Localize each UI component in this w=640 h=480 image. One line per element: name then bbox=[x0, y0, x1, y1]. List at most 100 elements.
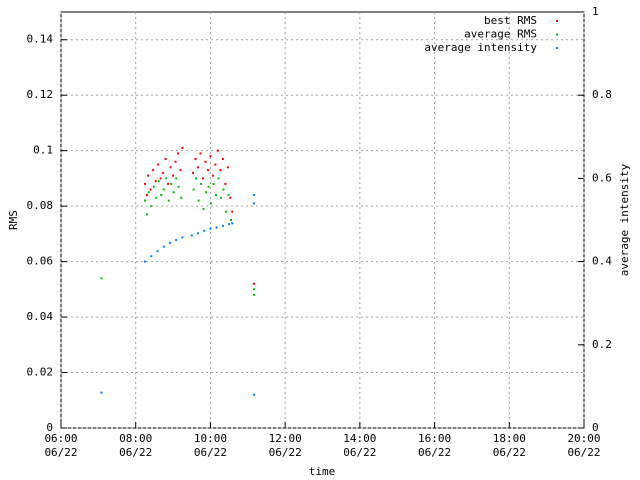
data-point bbox=[169, 166, 172, 169]
data-point bbox=[147, 174, 150, 177]
data-point bbox=[177, 152, 180, 155]
data-point bbox=[191, 171, 194, 174]
y2-tick-label: 0.2 bbox=[592, 338, 612, 351]
data-point bbox=[167, 182, 170, 185]
data-point bbox=[224, 210, 227, 213]
y2-axis-label: average intensity bbox=[618, 163, 631, 276]
legend-label: best RMS bbox=[484, 14, 537, 27]
data-point bbox=[226, 166, 229, 169]
data-point bbox=[231, 210, 234, 213]
data-point bbox=[216, 149, 219, 152]
data-point bbox=[229, 219, 232, 221]
data-point bbox=[155, 196, 158, 199]
data-point bbox=[210, 202, 213, 205]
data-point bbox=[175, 177, 178, 180]
data-point bbox=[215, 194, 218, 197]
data-point bbox=[144, 260, 147, 263]
data-point bbox=[159, 177, 162, 180]
data-point bbox=[211, 174, 214, 177]
y2-tick-label: 0.8 bbox=[592, 88, 612, 101]
x-tick-date: 06/22 bbox=[269, 446, 302, 459]
data-point bbox=[162, 171, 165, 174]
legend-label: average intensity bbox=[424, 41, 537, 54]
data-point bbox=[181, 236, 184, 239]
x-tick-label: 14:00 bbox=[343, 432, 376, 445]
data-point bbox=[197, 199, 200, 202]
data-point bbox=[190, 234, 193, 237]
x-tick-date: 06/22 bbox=[493, 446, 526, 459]
data-point bbox=[253, 393, 256, 396]
data-point bbox=[157, 180, 160, 183]
legend-label: average RMS bbox=[464, 28, 537, 41]
x-tick-label: 16:00 bbox=[418, 432, 451, 445]
data-point bbox=[205, 191, 208, 194]
data-point bbox=[227, 194, 230, 197]
data-point bbox=[217, 177, 220, 180]
data-point bbox=[167, 199, 170, 202]
data-point bbox=[164, 157, 167, 160]
data-point bbox=[202, 207, 205, 210]
data-point bbox=[149, 188, 152, 191]
legend-marker bbox=[556, 47, 558, 49]
data-point bbox=[177, 185, 180, 188]
x-tick-label: 10:00 bbox=[194, 432, 227, 445]
data-point bbox=[199, 152, 202, 155]
data-point bbox=[100, 391, 103, 394]
data-point bbox=[145, 194, 148, 197]
x-tick-date: 06/22 bbox=[418, 446, 451, 459]
x-tick-date: 06/22 bbox=[567, 446, 600, 459]
data-point bbox=[156, 250, 159, 253]
x-tick-date: 06/22 bbox=[343, 446, 376, 459]
data-point bbox=[220, 196, 223, 199]
x-tick-label: 12:00 bbox=[269, 432, 302, 445]
data-point bbox=[152, 169, 155, 172]
y2-tick-label: 0.6 bbox=[592, 171, 612, 184]
data-point bbox=[174, 160, 177, 163]
data-point bbox=[170, 182, 173, 185]
x-axis-label: time bbox=[309, 465, 336, 478]
y-tick-label: 0.06 bbox=[27, 255, 54, 268]
data-point bbox=[229, 196, 232, 199]
y-tick-label: 0.14 bbox=[27, 33, 54, 46]
data-point bbox=[196, 166, 199, 169]
x-tick-label: 18:00 bbox=[493, 432, 526, 445]
data-point bbox=[147, 191, 150, 194]
data-point bbox=[209, 227, 212, 230]
data-point bbox=[212, 182, 215, 185]
data-point bbox=[228, 223, 231, 226]
y-tick-label: 0.1 bbox=[33, 144, 53, 157]
data-point bbox=[168, 241, 171, 244]
y-tick-label: 0.04 bbox=[27, 310, 54, 323]
data-point bbox=[154, 180, 157, 183]
data-point bbox=[231, 222, 234, 225]
y2-tick-label: 1 bbox=[592, 5, 599, 18]
legend-marker bbox=[556, 33, 558, 36]
x-tick-label: 06:00 bbox=[44, 432, 77, 445]
x-tick-date: 06/22 bbox=[44, 446, 77, 459]
data-point bbox=[222, 188, 225, 191]
y-axis-label: RMS bbox=[7, 210, 20, 230]
data-point bbox=[253, 282, 256, 285]
data-point bbox=[253, 202, 256, 205]
data-point bbox=[192, 188, 195, 191]
data-point bbox=[214, 163, 217, 166]
data-point bbox=[172, 191, 175, 194]
data-point bbox=[150, 205, 153, 208]
data-point bbox=[253, 288, 256, 291]
data-point bbox=[206, 169, 209, 172]
data-point bbox=[207, 185, 210, 188]
y-tick-label: 0.08 bbox=[27, 199, 54, 212]
data-point bbox=[162, 245, 165, 248]
data-point bbox=[201, 177, 204, 180]
y-tick-label: 0.02 bbox=[27, 366, 54, 379]
data-point bbox=[100, 277, 103, 280]
data-point bbox=[209, 155, 212, 158]
data-point bbox=[152, 185, 155, 188]
y2-tick-label: 0 bbox=[592, 421, 599, 434]
data-point bbox=[150, 255, 153, 258]
data-point bbox=[204, 160, 207, 163]
data-point bbox=[165, 177, 168, 180]
data-point bbox=[219, 169, 222, 172]
data-point bbox=[203, 229, 206, 232]
